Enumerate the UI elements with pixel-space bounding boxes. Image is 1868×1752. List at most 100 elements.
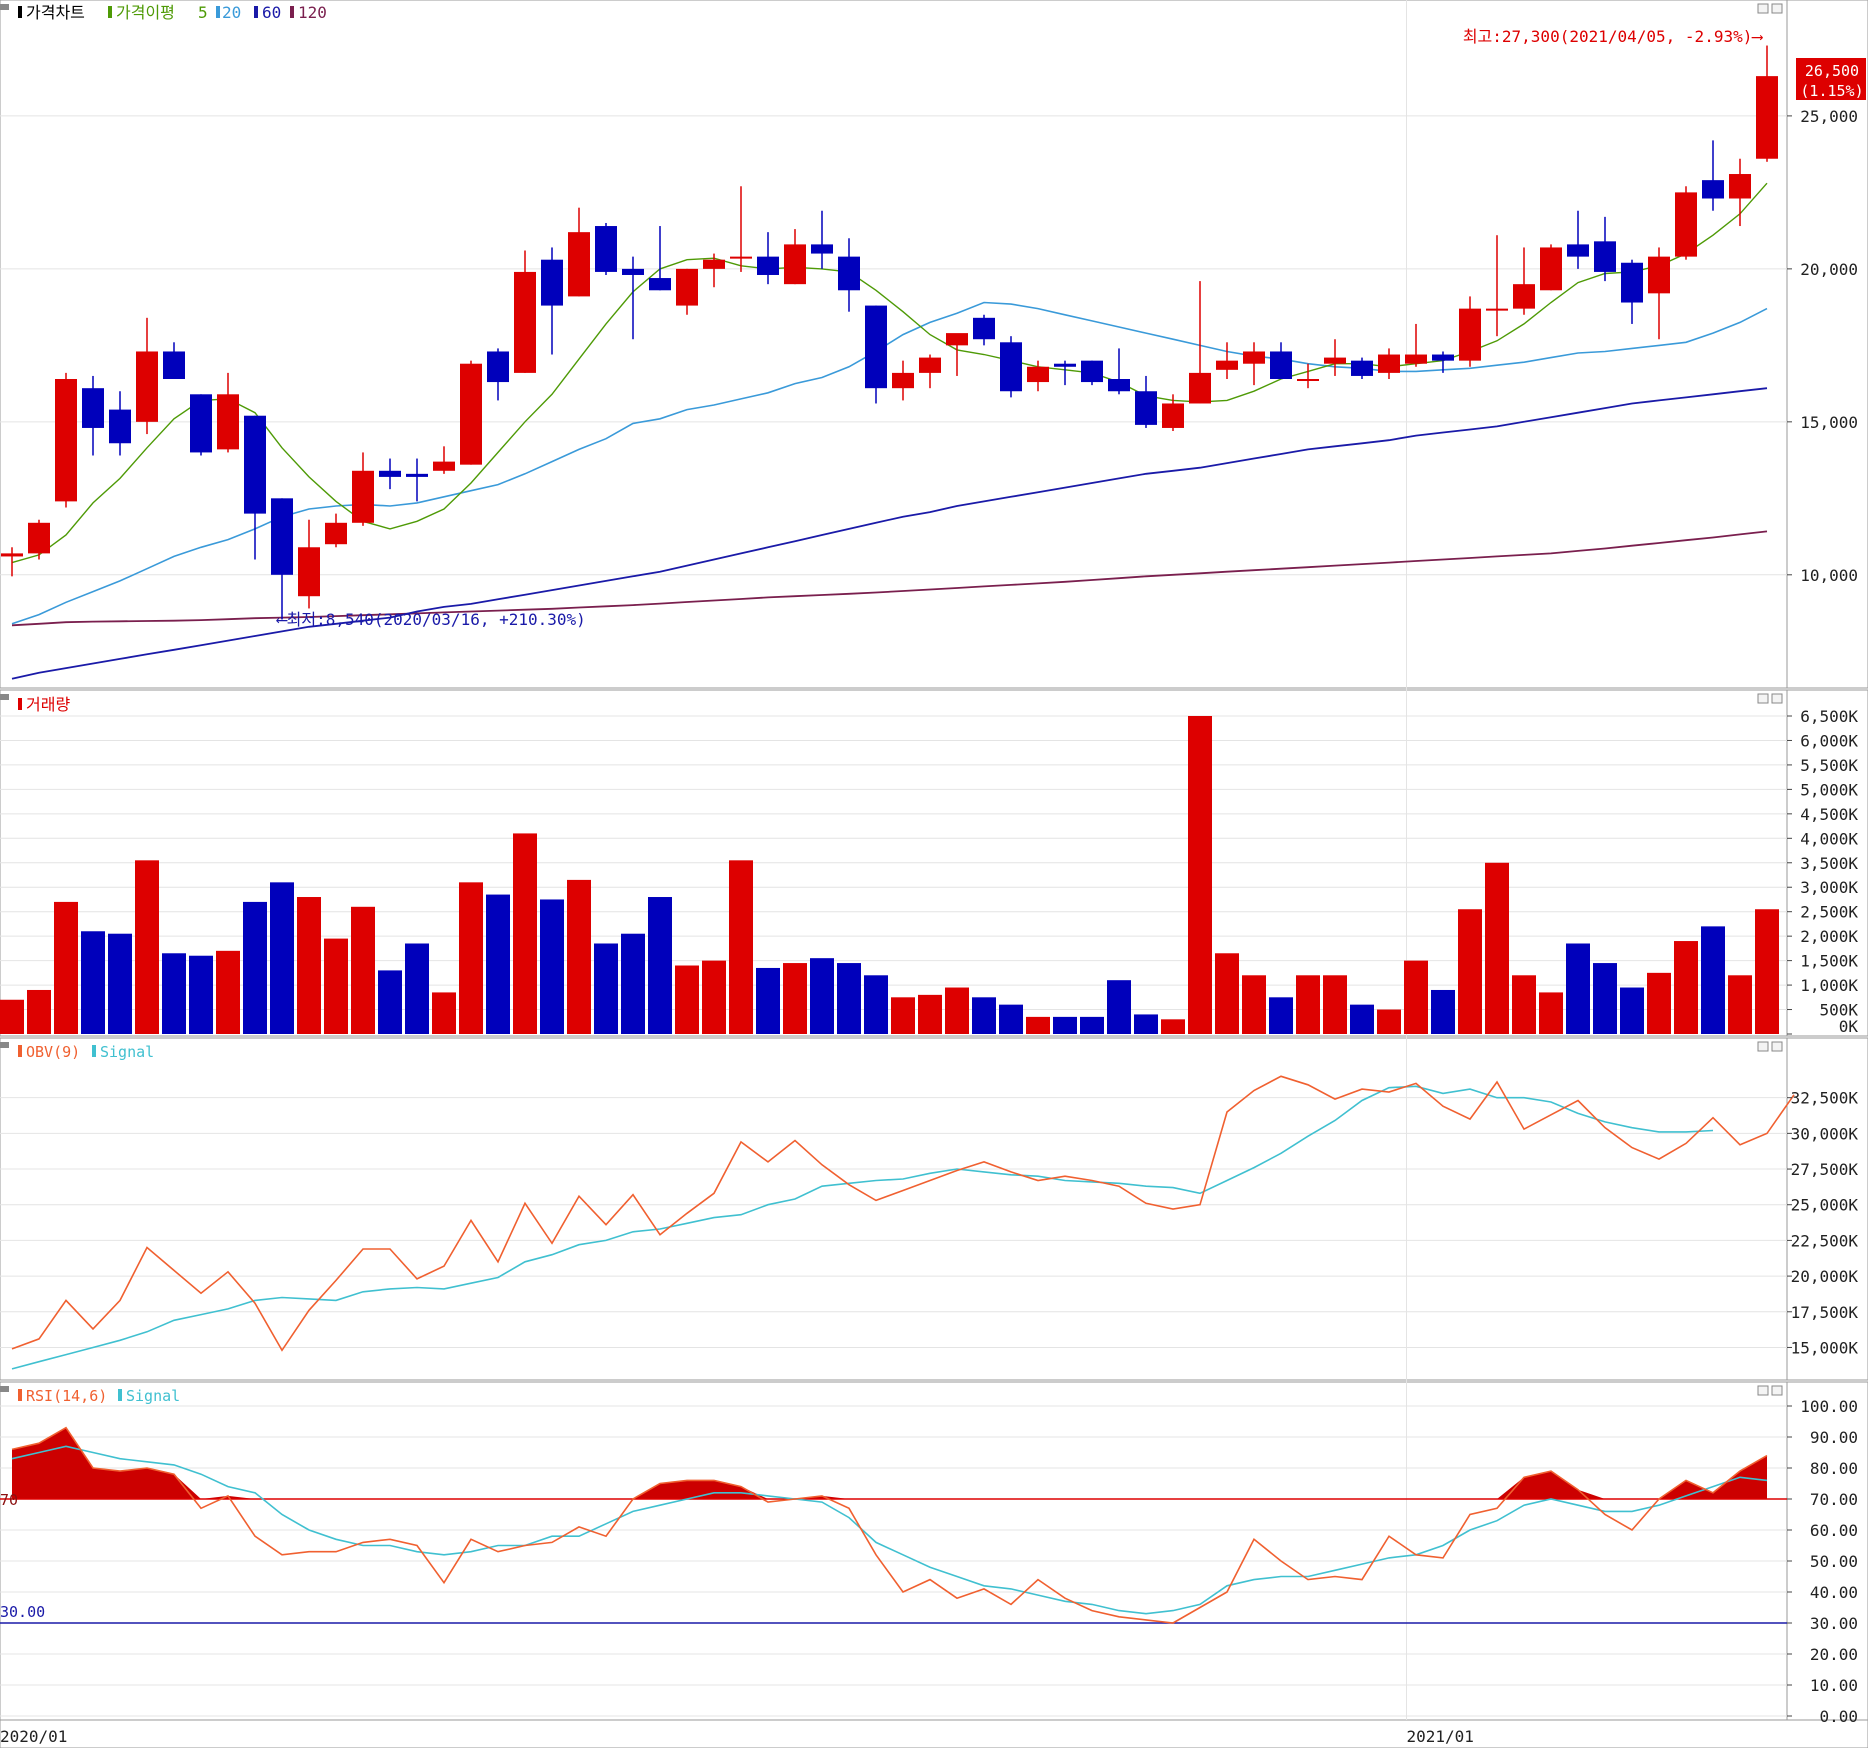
volume-bar[interactable] — [513, 833, 537, 1034]
volume-bar[interactable] — [1350, 1004, 1374, 1034]
volume-bar[interactable] — [1107, 980, 1131, 1034]
volume-bar[interactable] — [1458, 909, 1482, 1034]
candle-body[interactable] — [1675, 192, 1697, 257]
candle-body[interactable] — [1189, 372, 1211, 404]
volume-bar[interactable] — [1566, 943, 1590, 1034]
volume-bar[interactable] — [567, 879, 591, 1034]
volume-bar[interactable] — [1188, 716, 1212, 1034]
candle-body[interactable] — [487, 351, 509, 383]
candle-body[interactable] — [676, 268, 698, 306]
candle-body[interactable] — [1054, 363, 1076, 367]
candle-body[interactable] — [1621, 262, 1643, 303]
minimize-icon[interactable] — [1757, 693, 1769, 704]
volume-bar[interactable] — [297, 897, 321, 1034]
volume-bar[interactable] — [999, 1004, 1023, 1034]
volume-bar[interactable] — [756, 967, 780, 1034]
candle-body[interactable] — [1081, 360, 1103, 383]
candle-body[interactable] — [433, 461, 455, 471]
candle-body[interactable] — [595, 226, 617, 272]
candle-body[interactable] — [1405, 354, 1427, 364]
volume-bar[interactable] — [81, 931, 105, 1034]
candle-body[interactable] — [1243, 351, 1265, 364]
candle-body[interactable] — [379, 470, 401, 477]
volume-bar[interactable] — [675, 965, 699, 1034]
candle-body[interactable] — [1270, 351, 1292, 380]
candle-body[interactable] — [190, 394, 212, 453]
candle-body[interactable] — [1324, 357, 1346, 364]
close-icon[interactable] — [1771, 1385, 1783, 1396]
volume-bar[interactable] — [972, 997, 996, 1034]
rsi-panel[interactable]: 70 30.00 — [0, 1426, 1787, 1624]
volume-bar[interactable] — [135, 860, 159, 1034]
volume-bar[interactable] — [1215, 953, 1239, 1034]
candle-body[interactable] — [1351, 360, 1373, 376]
candle-body[interactable] — [1216, 360, 1238, 370]
candle-body[interactable] — [163, 351, 185, 380]
volume-bar[interactable] — [351, 906, 375, 1034]
volume-bar[interactable] — [1242, 975, 1266, 1034]
candle-body[interactable] — [82, 388, 104, 428]
panel-menu-icon[interactable] — [0, 694, 9, 700]
volume-bar[interactable] — [702, 960, 726, 1034]
volume-bar[interactable] — [1620, 987, 1644, 1034]
volume-bar[interactable] — [837, 963, 861, 1034]
close-icon[interactable] — [1771, 693, 1783, 704]
panel-menu-icon[interactable] — [0, 1386, 9, 1392]
candle-body[interactable] — [1702, 180, 1724, 199]
candle-body[interactable] — [1594, 241, 1616, 272]
candle-body[interactable] — [514, 271, 536, 373]
candle-body[interactable] — [109, 409, 131, 444]
volume-bar[interactable] — [1539, 992, 1563, 1034]
candle-body[interactable] — [622, 268, 644, 275]
candle-body[interactable] — [892, 372, 914, 389]
volume-bar[interactable] — [1269, 997, 1293, 1034]
candle-body[interactable] — [1648, 256, 1670, 294]
volume-bar[interactable] — [1026, 1016, 1050, 1034]
candle-body[interactable] — [136, 351, 158, 422]
candle-body[interactable] — [1, 553, 23, 557]
candle-body[interactable] — [1513, 284, 1535, 309]
candle-body[interactable] — [1000, 342, 1022, 392]
volume-bar[interactable] — [918, 994, 942, 1034]
volume-bar[interactable] — [1593, 963, 1617, 1034]
candle-body[interactable] — [1135, 391, 1157, 425]
volume-bar[interactable] — [1701, 926, 1725, 1034]
volume-bar[interactable] — [162, 953, 186, 1034]
candle-body[interactable] — [271, 498, 293, 575]
candle-body[interactable] — [541, 259, 563, 306]
candle-body[interactable] — [838, 256, 860, 291]
volume-bar[interactable] — [540, 899, 564, 1034]
candlesticks[interactable] — [1, 45, 1778, 620]
candle-body[interactable] — [244, 415, 266, 514]
obv-panel[interactable] — [11, 1075, 1795, 1370]
candle-body[interactable] — [1540, 247, 1562, 291]
candle-body[interactable] — [811, 244, 833, 254]
candle-body[interactable] — [784, 244, 806, 285]
candle-body[interactable] — [1432, 354, 1454, 361]
candle-body[interactable] — [865, 305, 887, 389]
candle-body[interactable] — [352, 470, 374, 523]
candle-body[interactable] — [460, 363, 482, 465]
volume-bar[interactable] — [1134, 1014, 1158, 1034]
volume-bar[interactable] — [621, 933, 645, 1034]
volume-bar[interactable] — [891, 997, 915, 1034]
candle-body[interactable] — [1567, 244, 1589, 257]
volume-bar[interactable] — [729, 860, 753, 1034]
volume-bar[interactable] — [1512, 975, 1536, 1034]
candle-body[interactable] — [649, 278, 671, 291]
panel-menu-icon[interactable] — [0, 1042, 9, 1048]
volume-bar[interactable] — [594, 943, 618, 1034]
volume-bar[interactable] — [486, 894, 510, 1034]
volume-bar[interactable] — [1485, 862, 1509, 1034]
price-panel[interactable]: 최고:27,300(2021/04/05, -2.93%)⟶ ⟵최저:8,540(… — [1, 27, 1866, 680]
candle-body[interactable] — [946, 333, 968, 346]
volume-bar[interactable] — [459, 882, 483, 1034]
volume-bar[interactable] — [1728, 975, 1752, 1034]
candle-body[interactable] — [1162, 403, 1184, 428]
volume-bar[interactable] — [378, 970, 402, 1034]
minimize-icon[interactable] — [1757, 1385, 1769, 1396]
volume-bar[interactable] — [1323, 975, 1347, 1034]
volume-bar[interactable] — [1377, 1009, 1401, 1034]
